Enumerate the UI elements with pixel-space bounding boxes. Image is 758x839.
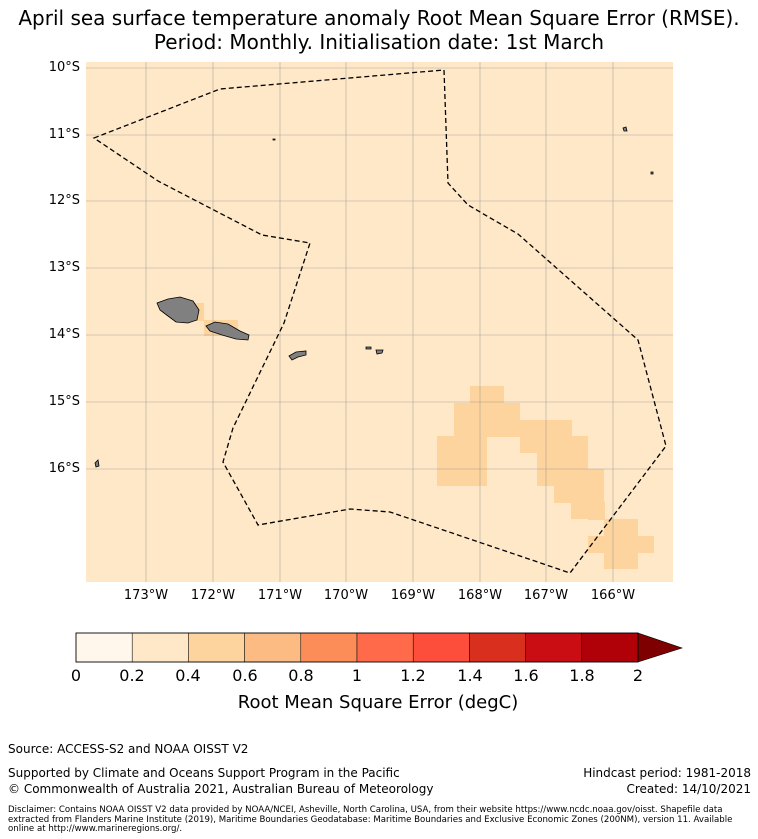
small-islet-3 <box>650 171 654 175</box>
colorbar-tick-1.4: 1.4 <box>457 666 483 685</box>
colorbar-swatch-5 <box>356 632 414 663</box>
colorbar-swatch-2 <box>188 632 245 663</box>
small-islet-2 <box>622 126 628 132</box>
source-text: Source: ACCESS-S2 and NOAA OISST V2 <box>8 742 249 756</box>
lat-label-12s: 12°S <box>48 193 80 208</box>
lat-label-11s: 11°S <box>48 127 80 142</box>
manua-island-1 <box>365 346 372 350</box>
lon-label-169w: 169°W <box>390 588 436 603</box>
colorbar-swatch-0 <box>75 632 133 663</box>
colorbar-swatch-7 <box>469 632 526 663</box>
colorbar-tick-1.8: 1.8 <box>569 666 595 685</box>
tutuila-island <box>288 350 307 361</box>
colorbar-tick-1.6: 1.6 <box>513 666 539 685</box>
colorbar-swatches <box>75 632 639 663</box>
savaii-island <box>156 296 200 324</box>
lat-label-13s: 13°S <box>48 260 80 275</box>
small-islet-4 <box>94 459 100 468</box>
support-text: Supported by Climate and Oceans Support … <box>8 766 400 780</box>
colorbar-extend-arrow <box>637 632 683 663</box>
hindcast-period: Hindcast period: 1981-2018 <box>583 766 751 780</box>
lon-label-170w: 170°W <box>323 588 369 603</box>
lat-label-16s: 16°S <box>48 461 80 476</box>
colorbar-swatch-1 <box>131 632 189 663</box>
lon-label-171w: 171°W <box>257 588 303 603</box>
colorbar-tick-0.8: 0.8 <box>288 666 314 685</box>
colorbar-frame <box>75 632 639 663</box>
colorbar-swatch-3 <box>244 632 302 663</box>
small-islet-1 <box>272 138 276 141</box>
colorbar-tick-0: 0 <box>70 666 82 685</box>
colorbar-tick-0.4: 0.4 <box>175 666 201 685</box>
colorbar-tick-1.2: 1.2 <box>400 666 426 685</box>
map-title-line2: Period: Monthly. Initialisation date: 1s… <box>153 30 605 54</box>
lat-label-15s: 15°S <box>48 394 80 409</box>
manua-island-2 <box>375 349 384 355</box>
lon-label-167w: 167°W <box>523 588 569 603</box>
map-title-line1: April sea surface temperature anomaly Ro… <box>18 6 740 30</box>
colorbar-tick-2: 2 <box>632 666 644 685</box>
colorbar-swatch-4 <box>300 632 358 663</box>
land-islands <box>94 126 654 468</box>
upolu-island <box>205 321 250 341</box>
colorbar-tick-0.6: 0.6 <box>232 666 258 685</box>
colorbar-swatch-8 <box>525 632 583 663</box>
created-date: Created: 14/10/2021 <box>626 782 751 796</box>
lon-label-166w: 166°W <box>590 588 636 603</box>
lat-label-14s: 14°S <box>48 327 80 342</box>
colorbar-tick-0.2: 0.2 <box>119 666 145 685</box>
copyright-text: © Commonwealth of Australia 2021, Austra… <box>8 782 434 796</box>
colorbar-label: Root Mean Square Error (degC) <box>237 692 519 713</box>
colorbar-swatch-9 <box>581 632 639 663</box>
lon-label-173w: 173°W <box>123 588 169 603</box>
lon-label-168w: 168°W <box>457 588 503 603</box>
disclaimer-text: Disclaimer: Contains NOAA OISST V2 data … <box>8 805 733 834</box>
graticule <box>86 62 673 582</box>
rmse-cells-east <box>437 386 654 569</box>
lon-label-172w: 172°W <box>190 588 236 603</box>
lat-label-10s: 10°S <box>48 60 80 75</box>
colorbar-swatch-6 <box>412 632 470 663</box>
colorbar-tick-1: 1 <box>351 666 363 685</box>
